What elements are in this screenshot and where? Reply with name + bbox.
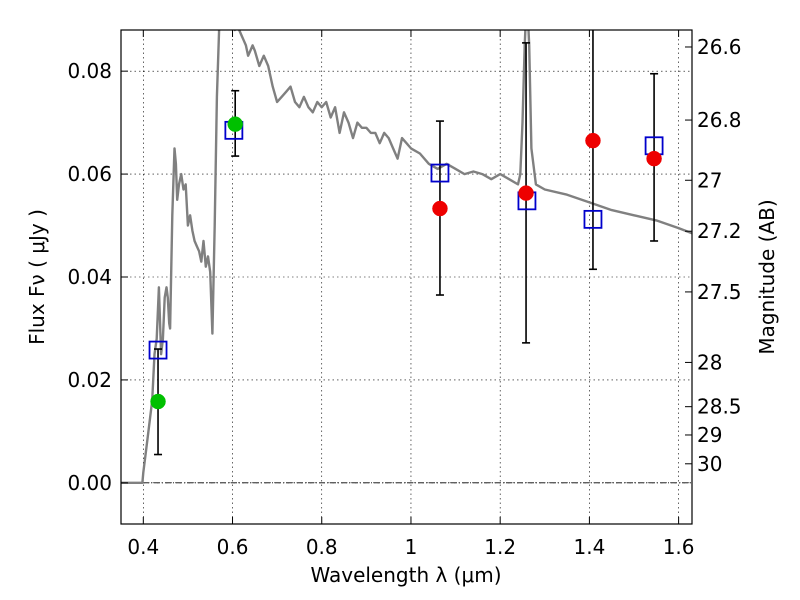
y-tick-label: 0.08 xyxy=(67,59,112,83)
y-axis-title: Flux Fν ( μJy ) xyxy=(25,209,49,345)
right-tick-label: 26.8 xyxy=(697,108,742,132)
x-tick-label: 1.4 xyxy=(573,535,605,559)
plot-area xyxy=(121,30,692,484)
right-tick-label: 29 xyxy=(697,423,722,447)
right-tick-label: 28.5 xyxy=(697,395,742,419)
ticks xyxy=(121,30,692,524)
right-tick-label: 27 xyxy=(697,168,722,192)
x-tick-label: 1 xyxy=(405,535,418,559)
y-tick-label: 0.02 xyxy=(67,368,112,392)
right-tick-label: 30 xyxy=(697,452,722,476)
x-tick-label: 0.4 xyxy=(127,535,159,559)
red-photometry-point xyxy=(585,132,601,149)
grid xyxy=(121,30,692,524)
x-tick-label: 1.2 xyxy=(484,535,516,559)
marker-layer xyxy=(148,30,664,456)
y-tick-labels: 0.00 0.02 0.04 0.06 0.08 xyxy=(67,59,112,495)
right-tick-label: 27.5 xyxy=(697,280,742,304)
x-tick-label: 0.6 xyxy=(217,535,249,559)
x-axis-title: Wavelength λ (μm) xyxy=(310,563,501,587)
right-tick-label: 27.2 xyxy=(697,219,742,243)
right-tick-label: 26.6 xyxy=(697,35,742,59)
y-tick-label: 0.06 xyxy=(67,162,112,186)
red-photometry-point xyxy=(646,150,662,167)
y-tick-label: 0.00 xyxy=(67,471,112,495)
right-axis-title: Magnitude (AB) xyxy=(755,199,779,354)
x-tick-label: 1.6 xyxy=(663,535,695,559)
right-tick-label: 28 xyxy=(697,350,722,374)
y-tick-label: 0.04 xyxy=(67,265,112,289)
green-photometry-point xyxy=(150,393,166,410)
model-flux-square xyxy=(583,209,603,229)
x-tick-label: 0.8 xyxy=(306,535,338,559)
x-tick-labels: 0.4 0.6 0.8 1 1.2 1.4 1.6 xyxy=(127,535,694,559)
model-flux-square xyxy=(148,340,168,360)
red-photometry-point xyxy=(518,185,534,201)
model-spectrum-line xyxy=(121,30,692,484)
right-tick-labels: 26.6 26.8 27 27.2 27.5 28 28.5 29 30 xyxy=(697,35,742,476)
green-photometry-point xyxy=(227,116,243,132)
model-flux-square xyxy=(430,163,450,183)
red-photometry-point xyxy=(432,200,448,217)
